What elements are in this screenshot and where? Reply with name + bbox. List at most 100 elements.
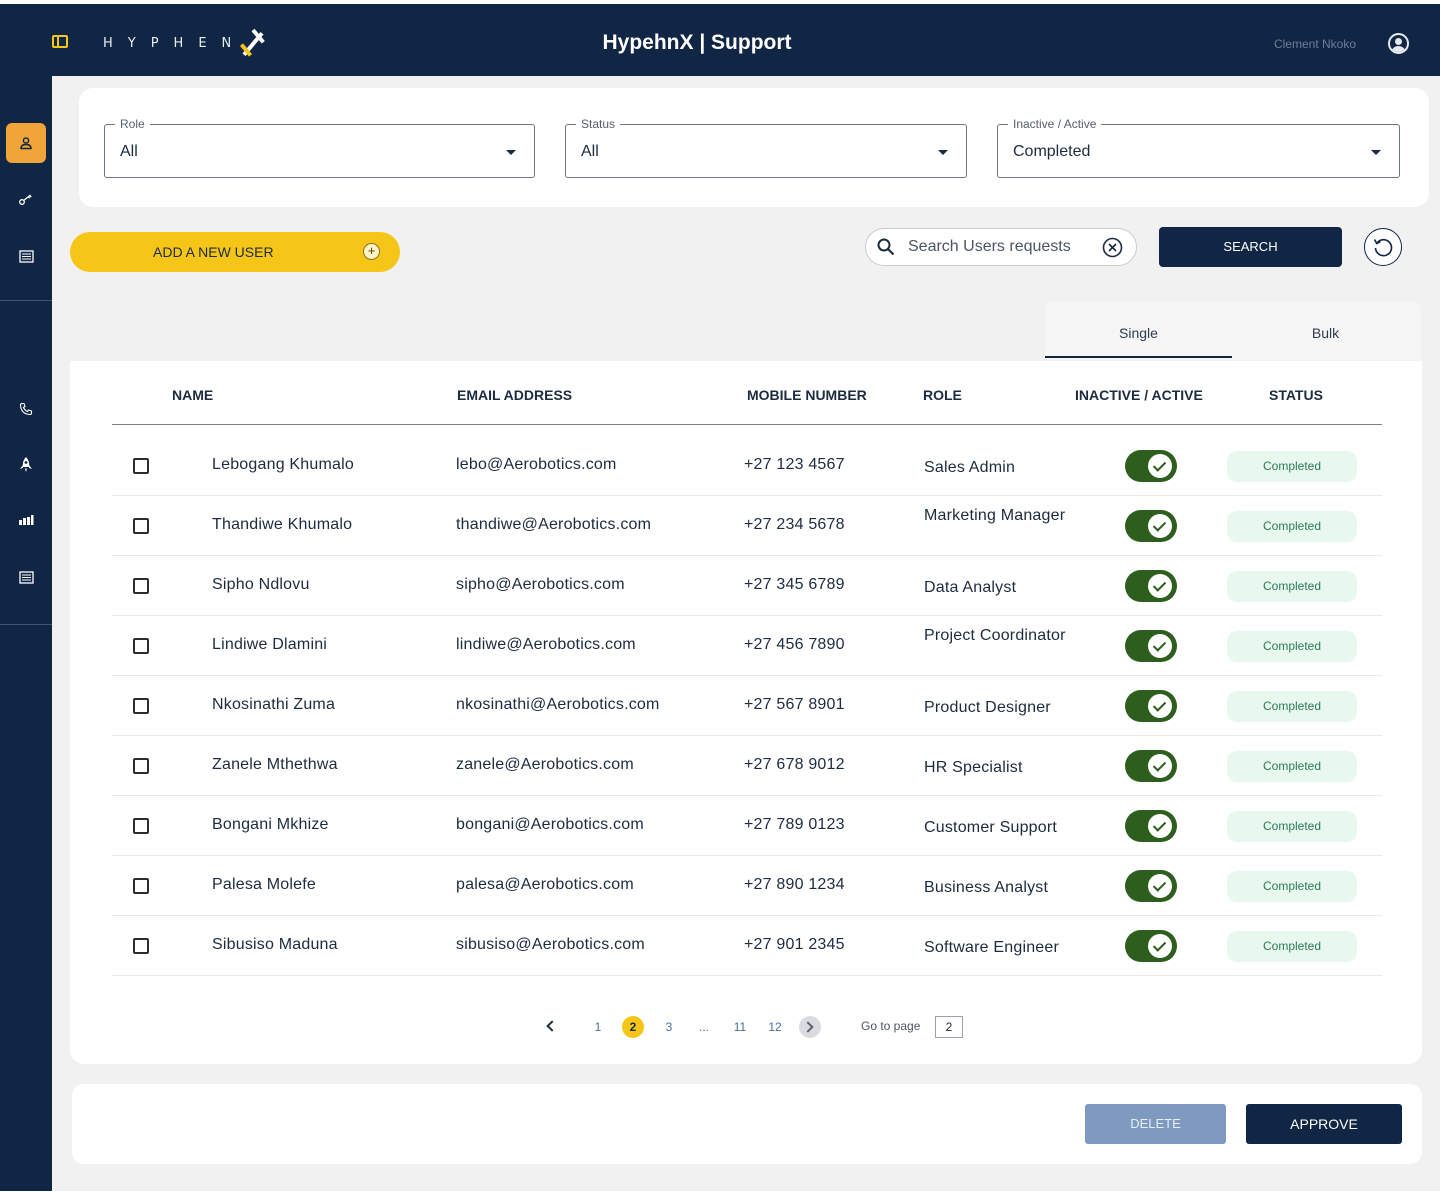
page-12-button[interactable]: 12 <box>768 1020 782 1034</box>
phone-icon <box>19 402 33 416</box>
table-row[interactable]: Sibusiso Maduna sibusiso@Aerobotics.com +2… <box>112 916 1382 976</box>
user-name[interactable]: Clement Nkoko <box>1273 37 1356 51</box>
sidebar-toggle-icon[interactable] <box>52 35 68 48</box>
view-tabs: Single Bulk <box>1045 301 1421 360</box>
rail-divider <box>0 300 52 301</box>
user-avatar-icon[interactable] <box>1388 33 1409 54</box>
row-checkbox[interactable] <box>133 938 149 954</box>
row-checkbox[interactable] <box>133 698 149 714</box>
active-select[interactable]: Inactive / Active Completed <box>997 117 1400 178</box>
tab-bulk[interactable]: Bulk <box>1311 325 1340 341</box>
search-button[interactable]: SEARCH <box>1159 227 1342 267</box>
role-select[interactable]: Role All <box>104 117 535 178</box>
row-mobile: +27 345 6789 <box>744 576 845 593</box>
check-icon <box>1148 454 1172 478</box>
refresh-button[interactable] <box>1364 228 1402 266</box>
row-email: thandiwe@Aerobotics.com <box>456 516 652 533</box>
app-title: HypehnX | Support <box>602 31 792 54</box>
check-icon <box>1148 694 1172 718</box>
row-email: sipho@Aerobotics.com <box>456 576 625 593</box>
active-toggle[interactable] <box>1125 870 1177 902</box>
active-toggle[interactable] <box>1125 510 1177 542</box>
status-select[interactable]: Status All <box>565 117 967 178</box>
row-email: zanele@Aerobotics.com <box>456 756 634 773</box>
row-name: Bongani Mkhize <box>212 816 329 833</box>
row-checkbox[interactable] <box>133 578 149 594</box>
nav-calls-button[interactable] <box>6 389 46 429</box>
logo-text: HYPHEN <box>103 35 247 51</box>
page-3-button[interactable]: 3 <box>665 1020 673 1034</box>
nav-analytics-button[interactable] <box>6 500 46 540</box>
page-2-button[interactable]: 2 <box>622 1016 644 1038</box>
page-1-button[interactable]: 1 <box>594 1020 602 1034</box>
bar-chart-icon <box>19 515 34 525</box>
row-role: Sales Admin <box>924 459 1016 476</box>
column-header-mobile[interactable]: MOBILE NUMBER <box>747 387 867 403</box>
column-header-active[interactable]: INACTIVE / ACTIVE <box>1075 387 1203 403</box>
active-toggle[interactable] <box>1125 930 1177 962</box>
row-checkbox[interactable] <box>133 458 149 474</box>
active-toggle[interactable] <box>1125 690 1177 722</box>
active-toggle[interactable] <box>1125 750 1177 782</box>
active-select-value: Completed <box>1013 143 1091 160</box>
nav-keys-button[interactable] <box>6 179 46 219</box>
rail-divider <box>0 624 52 625</box>
table-row[interactable]: Palesa Molefe palesa@Aerobotics.com +27 89… <box>112 856 1382 916</box>
page-ellipsis: ... <box>698 1020 709 1034</box>
page-11-button[interactable]: 11 <box>733 1020 747 1034</box>
column-header-name[interactable]: NAME <box>172 387 214 403</box>
table-row[interactable]: Sipho Ndlovu sipho@Aerobotics.com +27 345 … <box>112 556 1382 616</box>
row-mobile: +27 567 8901 <box>744 696 845 713</box>
table-row[interactable]: Lindiwe Dlamini lindiwe@Aerobotics.com +27… <box>112 616 1382 676</box>
nav-users-button[interactable] <box>6 123 46 163</box>
table-row[interactable]: Zanele Mthethwa zanele@Aerobotics.com +27 … <box>112 736 1382 796</box>
row-role: Software Engineer <box>924 939 1060 956</box>
delete-button[interactable]: DELETE <box>1085 1104 1226 1144</box>
active-toggle[interactable] <box>1125 630 1177 662</box>
nav-launch-button[interactable] <box>6 445 46 485</box>
row-name: Zanele Mthethwa <box>212 756 338 773</box>
status-badge: Completed <box>1227 811 1357 842</box>
row-checkbox[interactable] <box>133 878 149 894</box>
column-header-role[interactable]: ROLE <box>923 387 962 403</box>
table-row[interactable]: Nkosinathi Zuma nkosinathi@Aerobotics.com… <box>112 676 1382 736</box>
active-toggle[interactable] <box>1125 810 1177 842</box>
search-field[interactable] <box>865 228 1137 266</box>
active-toggle[interactable] <box>1125 450 1177 482</box>
row-role: Data Analyst <box>924 579 1017 596</box>
refresh-icon <box>1373 238 1393 257</box>
row-checkbox[interactable] <box>133 818 149 834</box>
nav-reports-button[interactable] <box>6 557 46 597</box>
table-row[interactable]: Bongani Mkhize bongani@Aerobotics.com +27 … <box>112 796 1382 856</box>
hyphenx-logo[interactable]: HYPHEN <box>103 28 266 58</box>
column-header-status[interactable]: STATUS <box>1269 387 1323 403</box>
column-header-email[interactable]: EMAIL ADDRESS <box>457 387 573 403</box>
nav-documents-button[interactable] <box>6 236 46 276</box>
approve-button[interactable]: APPROVE <box>1246 1104 1402 1144</box>
row-mobile: +27 890 1234 <box>744 876 845 893</box>
search-input[interactable] <box>908 237 1093 257</box>
add-user-button[interactable]: ADD A NEW USER + <box>70 232 400 272</box>
row-checkbox[interactable] <box>133 638 149 654</box>
clear-search-icon[interactable] <box>1102 237 1123 258</box>
row-name: Palesa Molefe <box>212 876 316 893</box>
check-icon <box>1148 934 1172 958</box>
active-toggle[interactable] <box>1125 570 1177 602</box>
tab-single[interactable]: Single <box>1045 301 1232 358</box>
row-email: sibusiso@Aerobotics.com <box>456 936 645 953</box>
row-checkbox[interactable] <box>133 518 149 534</box>
row-mobile: +27 789 0123 <box>744 816 845 833</box>
row-role: Marketing Manager <box>924 507 1066 524</box>
header-divider <box>112 424 1382 425</box>
row-role: Project Coordinator <box>924 627 1066 644</box>
table-row[interactable]: Thandiwe Khumalo thandiwe@Aerobotics.com +… <box>112 496 1382 556</box>
next-page-icon[interactable] <box>799 1016 821 1038</box>
table-row[interactable]: Lebogang Khumalo lebo@Aerobotics.com +27 1… <box>112 436 1382 496</box>
row-checkbox[interactable] <box>133 758 149 774</box>
check-icon <box>1148 574 1172 598</box>
check-icon <box>1148 634 1172 658</box>
previous-page-icon[interactable] <box>546 1020 558 1032</box>
goto-page-input[interactable]: 2 <box>935 1016 963 1038</box>
status-select-label: Status <box>576 117 621 131</box>
row-email: nkosinathi@Aerobotics.com <box>456 696 660 713</box>
